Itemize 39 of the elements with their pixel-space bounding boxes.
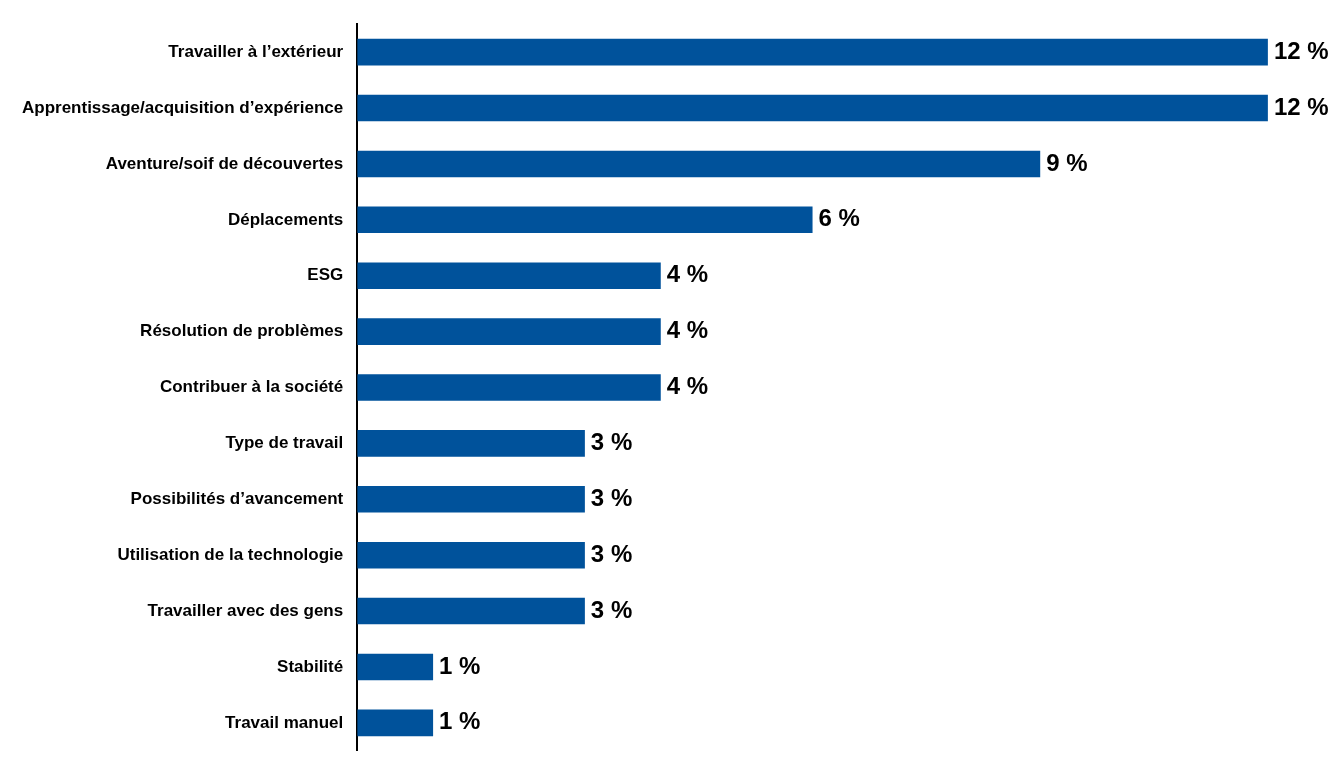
data-label: 3 % (590, 483, 633, 511)
data-label: 12 % (1273, 92, 1329, 120)
data-label: 4 % (666, 260, 709, 288)
bar (357, 486, 585, 513)
y-tick-label: Aventure/soif de découvertes (105, 153, 344, 173)
y-tick-label: Travailler à l’extérieur (168, 41, 344, 61)
bar (357, 597, 585, 625)
data-label: 3 % (590, 428, 633, 456)
y-tick-label: ESG (307, 265, 344, 285)
bar (357, 541, 585, 569)
bar (357, 374, 661, 401)
data-label: 4 % (666, 316, 709, 344)
bar (357, 206, 813, 234)
data-label: 1 % (439, 707, 481, 735)
data-label: 4 % (666, 372, 709, 400)
y-tick-label: Déplacements (227, 209, 344, 229)
bar (357, 653, 434, 681)
bar (357, 94, 1268, 122)
bar (357, 262, 661, 289)
y-tick-label: Possibilités d’avancement (130, 488, 344, 508)
bar (357, 318, 661, 345)
y-tick-label: Type de travail (225, 433, 344, 453)
y-tick-label: Apprentissage/acquisition d’expérience (21, 97, 344, 117)
y-tick-label: Utilisation de la technologie (117, 544, 344, 564)
bar (357, 38, 1268, 66)
y-tick-label: Contribuer à la société (159, 377, 344, 397)
bar (357, 150, 1041, 178)
bar (357, 709, 434, 737)
data-label: 1 % (439, 651, 481, 679)
y-tick-label: Résolution de problèmes (140, 321, 344, 341)
data-label: 3 % (590, 595, 633, 623)
y-tick-label: Travailler avec des gens (147, 600, 344, 620)
y-tick-label: Stabilité (277, 656, 344, 676)
data-label: 6 % (818, 204, 860, 232)
data-label: 12 % (1273, 36, 1329, 64)
bar (357, 430, 585, 457)
data-label: 9 % (1046, 148, 1088, 176)
y-tick-label: Travail manuel (225, 712, 344, 732)
data-label: 3 % (590, 539, 633, 567)
